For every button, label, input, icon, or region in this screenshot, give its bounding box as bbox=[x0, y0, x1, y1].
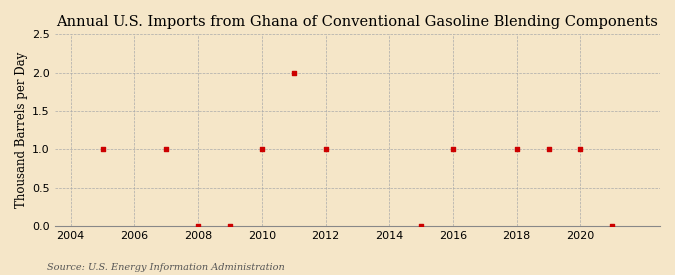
Point bbox=[225, 224, 236, 228]
Point bbox=[543, 147, 554, 152]
Text: Source: U.S. Energy Information Administration: Source: U.S. Energy Information Administ… bbox=[47, 263, 285, 272]
Y-axis label: Thousand Barrels per Day: Thousand Barrels per Day bbox=[15, 52, 28, 208]
Point bbox=[511, 147, 522, 152]
Point bbox=[256, 147, 267, 152]
Point bbox=[416, 224, 427, 228]
Point bbox=[448, 147, 458, 152]
Point bbox=[97, 147, 108, 152]
Point bbox=[575, 147, 586, 152]
Point bbox=[288, 70, 299, 75]
Point bbox=[193, 224, 204, 228]
Point bbox=[320, 147, 331, 152]
Title: Annual U.S. Imports from Ghana of Conventional Gasoline Blending Components: Annual U.S. Imports from Ghana of Conven… bbox=[57, 15, 658, 29]
Point bbox=[161, 147, 171, 152]
Point bbox=[607, 224, 618, 228]
